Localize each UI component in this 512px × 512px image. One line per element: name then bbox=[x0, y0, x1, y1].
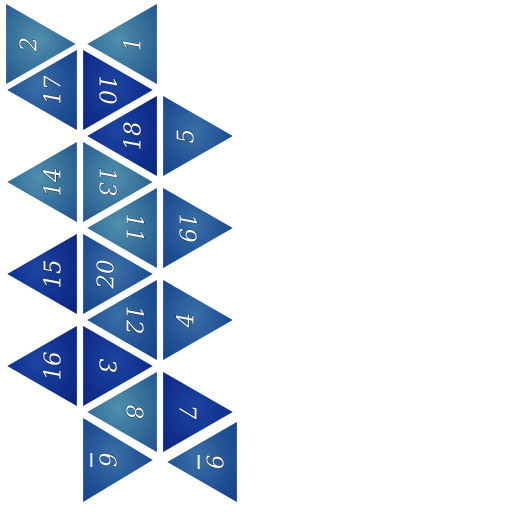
face-15: 15 bbox=[3, 230, 80, 318]
face-14: 14 bbox=[3, 138, 80, 226]
face-6: 6 bbox=[80, 414, 157, 506]
face-13: 13 bbox=[80, 138, 157, 226]
face-number: 11 bbox=[121, 213, 147, 242]
face-triangle bbox=[80, 322, 157, 410]
face-number: 14 bbox=[41, 167, 67, 196]
face-17: 17 bbox=[3, 46, 80, 134]
face-triangle bbox=[83, 92, 160, 180]
face-16: 16 bbox=[3, 322, 80, 410]
face-number: 18 bbox=[121, 121, 147, 150]
face-number: 7 bbox=[173, 405, 199, 420]
face-triangle bbox=[80, 138, 157, 226]
face-triangle bbox=[3, 230, 80, 318]
face-number: 15 bbox=[41, 259, 67, 288]
face-triangle bbox=[3, 46, 80, 134]
face-triangle bbox=[3, 0, 80, 88]
face-number: 6 bbox=[93, 453, 119, 468]
face-10: 10 bbox=[80, 46, 157, 134]
face-triangle bbox=[3, 138, 80, 226]
face-triangle bbox=[3, 322, 80, 410]
face-number: 5 bbox=[173, 129, 199, 144]
face-number: 13 bbox=[93, 167, 119, 196]
face-number: 12 bbox=[121, 305, 147, 334]
face-5: 5 bbox=[160, 92, 237, 180]
face-number: 10 bbox=[93, 75, 119, 104]
face-number: 20 bbox=[93, 259, 119, 289]
face-triangle bbox=[80, 414, 157, 506]
face-3: 3 bbox=[80, 322, 157, 410]
face-triangle bbox=[80, 46, 157, 134]
face-triangle bbox=[83, 276, 160, 364]
face-20: 20 bbox=[80, 230, 157, 318]
face-2: 2 bbox=[3, 0, 80, 88]
face-9: 9 bbox=[163, 418, 240, 506]
face-number: 9 bbox=[201, 455, 227, 470]
face-4: 4 bbox=[160, 276, 237, 364]
face-number: 16 bbox=[41, 351, 67, 380]
face-number: 1 bbox=[121, 37, 147, 52]
face-8: 8 bbox=[83, 368, 160, 456]
face-triangle bbox=[160, 276, 237, 364]
face-triangle bbox=[83, 368, 160, 456]
face-triangle bbox=[163, 418, 240, 506]
face-number: 2 bbox=[16, 37, 42, 53]
face-triangle bbox=[83, 184, 160, 272]
face-12: 12 bbox=[83, 276, 160, 364]
face-number: 19 bbox=[173, 213, 199, 242]
face-1: 1 bbox=[83, 0, 160, 88]
face-19: 19 bbox=[160, 184, 237, 272]
face-number: 4 bbox=[173, 313, 199, 329]
face-triangle bbox=[80, 230, 157, 318]
face-11: 11 bbox=[83, 184, 160, 272]
face-number: 8 bbox=[121, 405, 147, 420]
face-number: 17 bbox=[41, 75, 67, 105]
face-number: 3 bbox=[93, 359, 119, 374]
face-triangle bbox=[83, 0, 160, 88]
face-triangle bbox=[160, 184, 237, 272]
face-triangle bbox=[160, 92, 237, 180]
face-18: 18 bbox=[83, 92, 160, 180]
face-triangle bbox=[160, 368, 237, 456]
face-7: 7 bbox=[160, 368, 237, 456]
